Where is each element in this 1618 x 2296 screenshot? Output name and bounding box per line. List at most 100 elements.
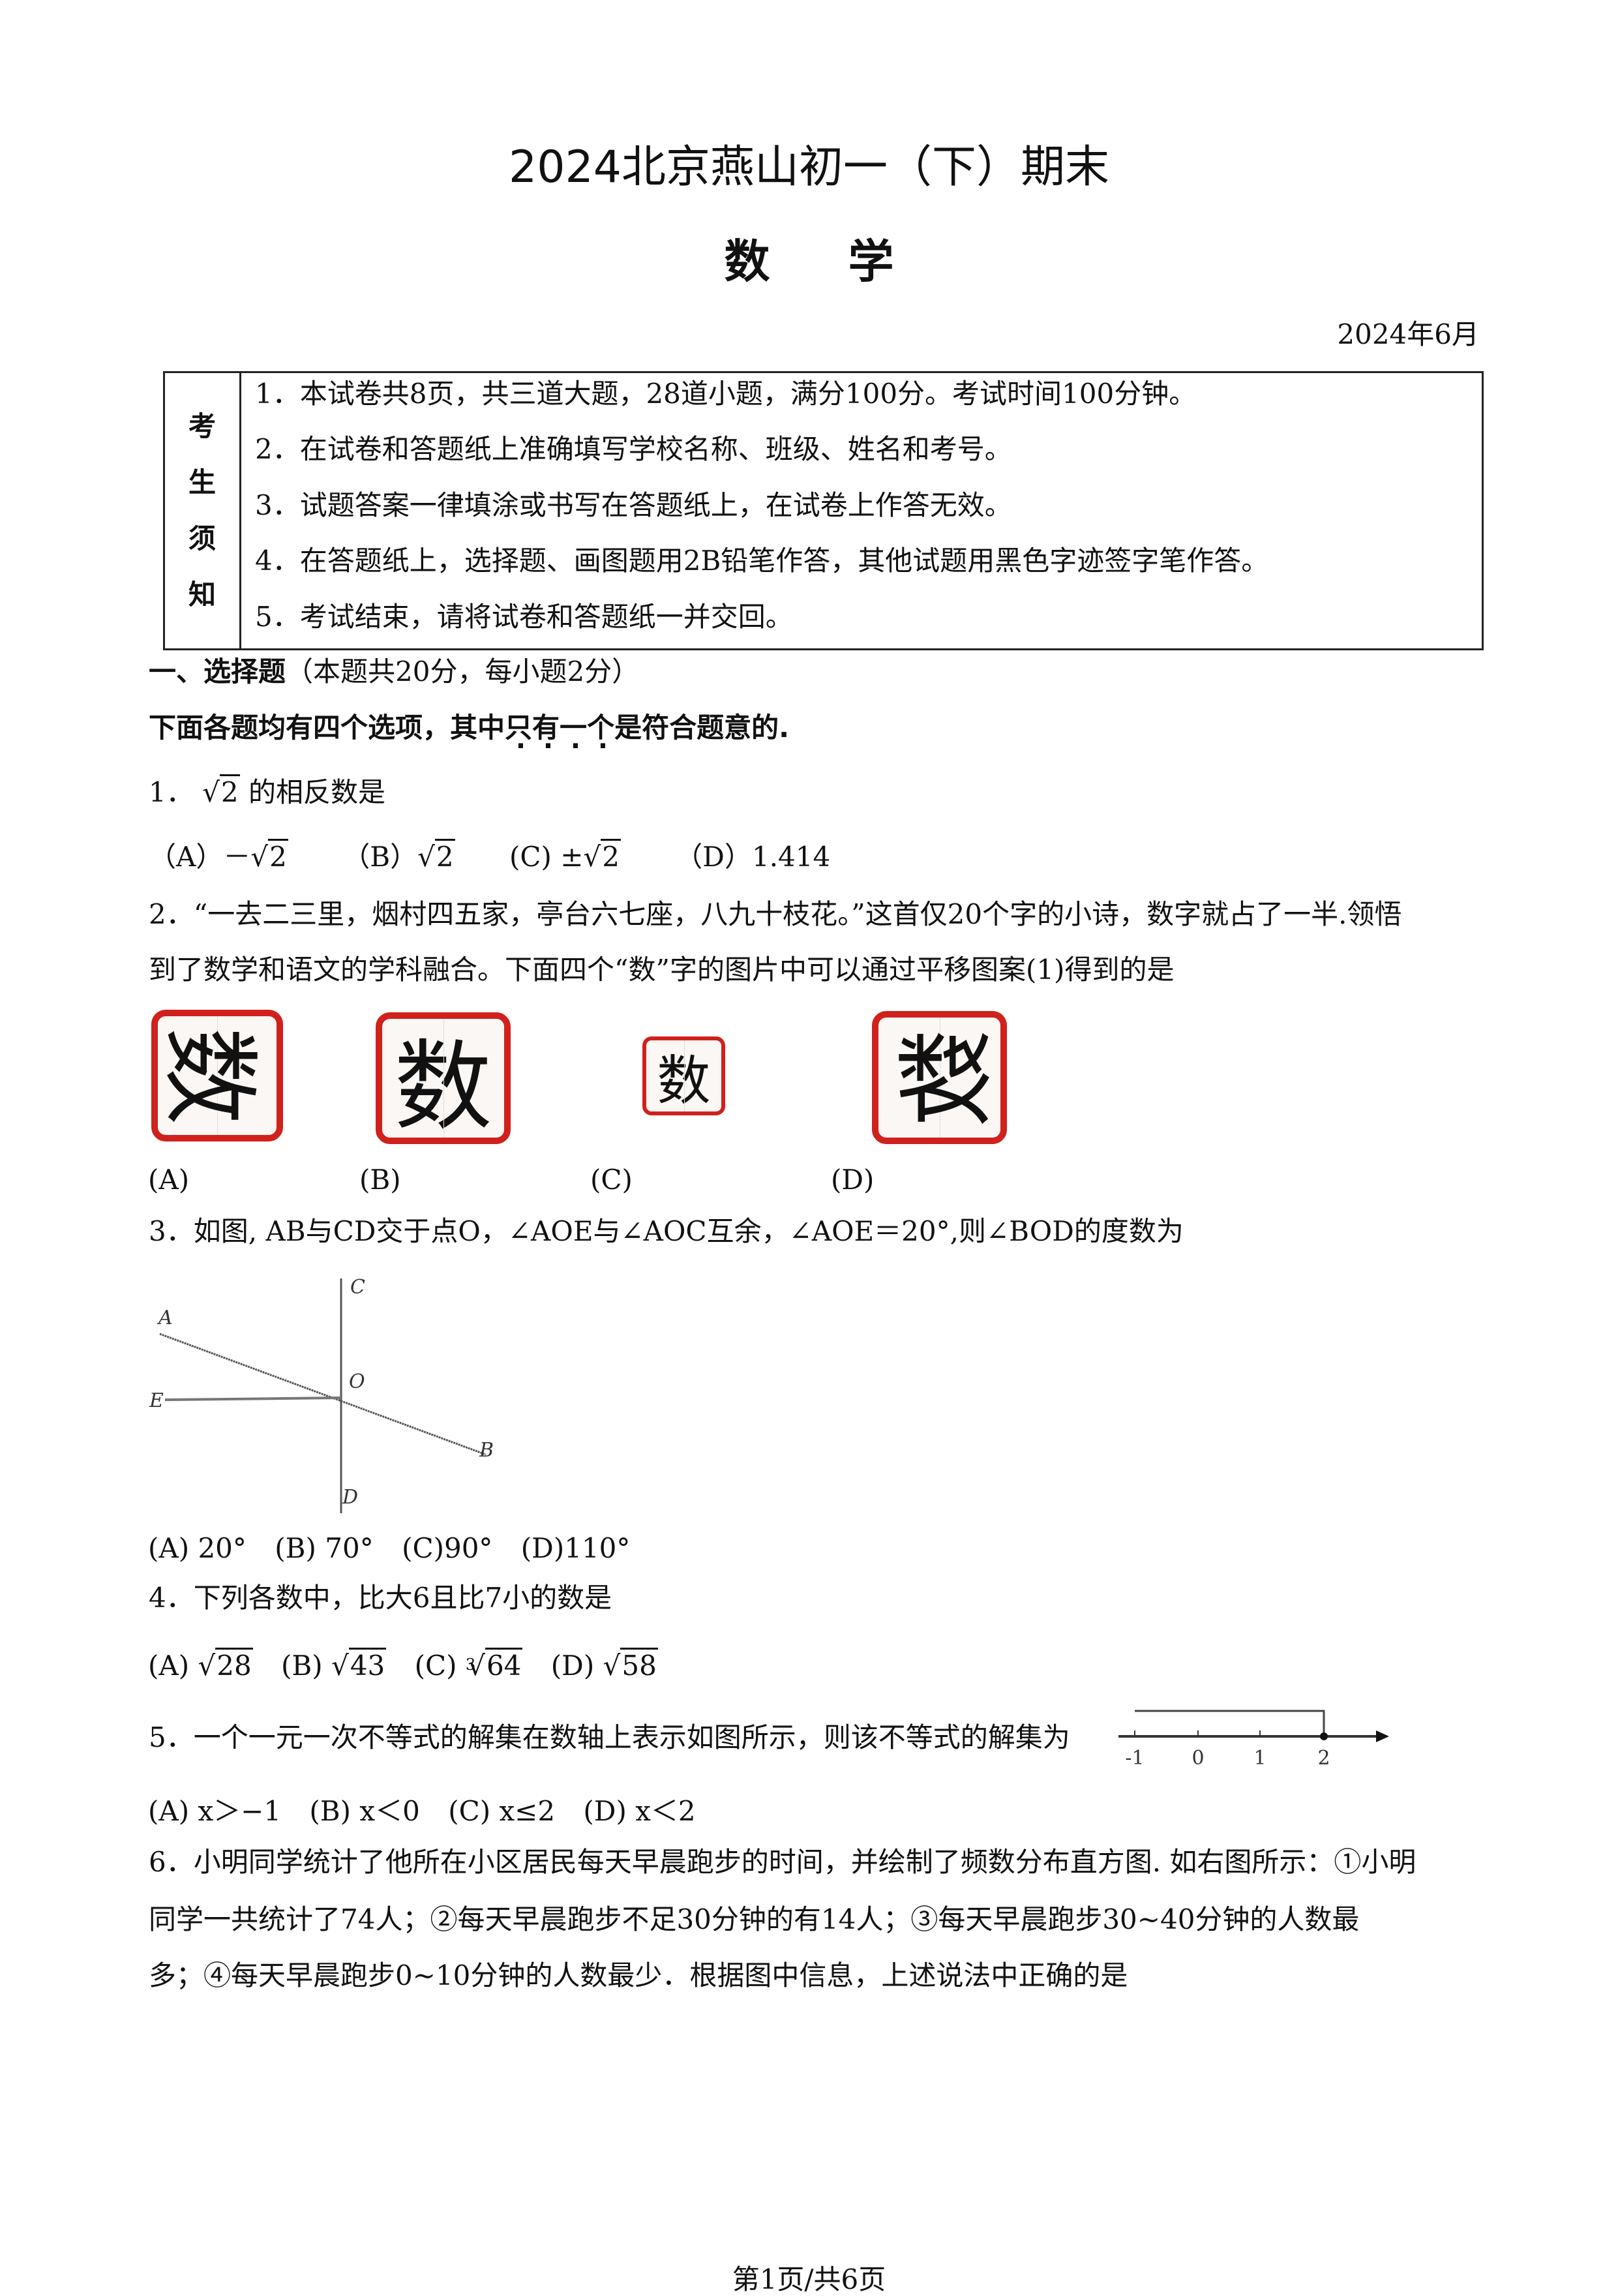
- angle-diagram: C A O E B D: [149, 1276, 494, 1513]
- option-a[interactable]: （A）－√2: [149, 839, 288, 873]
- option-label: (B): [281, 1650, 323, 1682]
- question-number: 1．: [149, 776, 194, 808]
- option-label: (D): [550, 1650, 595, 1682]
- question-2-line: 到了数学和语文的学科融合。下面四个“数”字的图片中可以通过平移图案(1)得到的是: [149, 954, 1175, 986]
- notice-item: 1．本试卷共8页，共三道大题，28道小题，满分100分。考试时间100分钟。: [255, 378, 1197, 410]
- option-a-image[interactable]: 数: [151, 1010, 283, 1141]
- notice-box: 考 生 须 知 1．本试卷共8页，共三道大题，28道小题，满分100分。考试时间…: [163, 371, 1484, 650]
- question-2-line: 2．“一去二三里，烟村四五家，亭台六七座，八九十枝花。”这首仅20个字的小诗，数…: [149, 898, 1402, 930]
- option-label: （B）: [342, 841, 418, 873]
- option-c-image[interactable]: 数: [642, 1036, 725, 1115]
- option-b[interactable]: (B) √43: [281, 1648, 387, 1682]
- option-label: （D）: [675, 841, 752, 873]
- option-a[interactable]: (A) x＞−1: [148, 1795, 282, 1827]
- option-c[interactable]: (C) x≤2: [448, 1795, 556, 1827]
- notice-label-char: 知: [188, 579, 216, 611]
- sqrt-expression: √2: [250, 839, 288, 873]
- cube-root-expression: 3√64: [466, 1648, 523, 1682]
- option-b[interactable]: （B）√2: [342, 839, 455, 873]
- notice-item: 2．在试卷和答题纸上准确填写学校名称、班级、姓名和考号。: [255, 433, 1012, 465]
- radicand: 64: [485, 1648, 523, 1682]
- instruction-text: 是符合题意的.: [614, 712, 790, 744]
- sqrt-expression: √2: [417, 839, 455, 873]
- question-3: 3．如图, AB与CD交于点O，∠AOE与∠AOC互余，∠AOE＝20°,则∠B…: [149, 1215, 1184, 1247]
- notice-item: 3．试题答案一律填涂或书写在答题纸上，在试卷上作答无效。: [255, 489, 1012, 521]
- option-label: (C): [509, 841, 552, 873]
- axis-arrow-icon: [1376, 1730, 1389, 1742]
- option-label: （A）: [149, 841, 224, 873]
- section-heading: 一、选择题（本题共20分，每小题2分）: [149, 656, 639, 688]
- tick-label: -1: [1125, 1747, 1144, 1770]
- q5-options: (A) x＞−1 (B) x＜0 (C) x≤2 (D) x＜2: [148, 1795, 696, 1828]
- tick-label: 2: [1317, 1747, 1330, 1770]
- radicand: 58: [620, 1648, 658, 1682]
- option-d[interactable]: (D) x＜2: [583, 1795, 696, 1827]
- sqrt-expression: √58: [603, 1648, 658, 1682]
- option-b-label[interactable]: (B): [359, 1164, 401, 1196]
- section-note: （本题共20分，每小题2分）: [286, 656, 640, 687]
- question-6-line: 多；④每天早晨跑步0~10分钟的人数最少．根据图中信息，上述说法中正确的是: [149, 1959, 1128, 1991]
- solution-bracket: [1135, 1710, 1325, 1736]
- option-d[interactable]: (D)110°: [520, 1532, 631, 1564]
- notice-label-char: 须: [188, 522, 216, 554]
- option-b-image[interactable]: 数: [376, 1012, 511, 1144]
- label-d: D: [342, 1486, 358, 1509]
- option-a-label[interactable]: (A): [148, 1164, 190, 1196]
- notice-label-char: 考: [188, 410, 216, 442]
- radicand: 2: [434, 839, 455, 873]
- shu-glyph: 数: [394, 1030, 492, 1144]
- question-1: 1． √2 的相反数是: [149, 774, 385, 809]
- emphasis-char: 只: [505, 712, 532, 744]
- label-b: B: [479, 1439, 494, 1462]
- option-a[interactable]: (A) 20°: [148, 1532, 247, 1564]
- option-d-image[interactable]: 数: [872, 1011, 1007, 1144]
- option-b[interactable]: (B) 70°: [275, 1532, 374, 1564]
- page-footer: 第1页/共6页: [732, 2263, 886, 2295]
- tick-label: 0: [1191, 1747, 1204, 1770]
- emphasis-char: 个: [587, 712, 614, 744]
- option-prefix: ±: [560, 841, 584, 873]
- section-title: 一、选择题: [149, 656, 286, 687]
- label-o: O: [349, 1370, 365, 1393]
- ray-oe: [164, 1397, 342, 1401]
- section-instruction: 下面各题均有四个选项，其中只有一个是符合题意的.: [149, 712, 789, 744]
- root-index: 3: [465, 1655, 476, 1674]
- notice-item: 4．在答题纸上，选择题、画图题用2B铅笔作答，其他试题用黑色字迹签字笔作答。: [255, 545, 1269, 577]
- exam-date: 2024年6月: [1337, 318, 1479, 350]
- option-a[interactable]: (A) √28: [148, 1648, 253, 1682]
- subject-title: 数学: [724, 235, 972, 288]
- option-d[interactable]: （D）1.414: [675, 841, 830, 873]
- question-6-line: 同学一共统计了74人；②每天早晨跑步不足30分钟的有14人；③每天早晨跑步30~…: [149, 1903, 1360, 1935]
- option-value: 1.414: [751, 841, 831, 873]
- sqrt-expression: √28: [198, 1648, 253, 1682]
- q3-options: (A) 20° (B) 70° (C)90° (D)110°: [148, 1532, 630, 1565]
- option-label: (C): [414, 1650, 457, 1682]
- option-c-label[interactable]: (C): [590, 1164, 633, 1196]
- sqrt-expression: √2: [583, 839, 621, 873]
- instruction-text: 下面各题均有四个选项，其中: [149, 712, 505, 744]
- radicand: 28: [215, 1648, 253, 1682]
- question-text: 的相反数是: [248, 776, 385, 808]
- question-4: 4．下列各数中，比大6且比7小的数是: [149, 1582, 612, 1614]
- solid-point: [1320, 1732, 1328, 1740]
- question-6-line: 6．小明同学统计了他所在小区居民每天早晨跑步的时间，并绘制了频数分布直方图. 如…: [149, 1846, 1416, 1878]
- radicand: 2: [268, 839, 288, 873]
- notice-label-char: 生: [188, 466, 216, 498]
- sqrt-expression: √43: [331, 1648, 387, 1682]
- option-c[interactable]: (C) ±√2: [509, 839, 621, 873]
- option-c[interactable]: (C)90°: [402, 1532, 493, 1564]
- radicand: 2: [219, 774, 240, 808]
- tick-label: 1: [1253, 1747, 1266, 1770]
- option-d[interactable]: (D) √58: [550, 1648, 658, 1682]
- option-c[interactable]: (C) 3√64: [414, 1648, 523, 1682]
- label-e: E: [149, 1389, 164, 1412]
- label-a: A: [157, 1307, 173, 1329]
- option-d-label[interactable]: (D): [831, 1164, 875, 1196]
- option-prefix: －: [223, 841, 251, 873]
- shu-glyph-flipped: 数: [891, 1028, 1005, 1127]
- shu-glyph-rotated: 数: [151, 1026, 265, 1125]
- notice-label: 考 生 须 知: [165, 373, 241, 648]
- option-b[interactable]: (B) x＜0: [309, 1795, 420, 1827]
- option-label: (A): [148, 1650, 190, 1682]
- sqrt-expression: √2: [202, 774, 240, 809]
